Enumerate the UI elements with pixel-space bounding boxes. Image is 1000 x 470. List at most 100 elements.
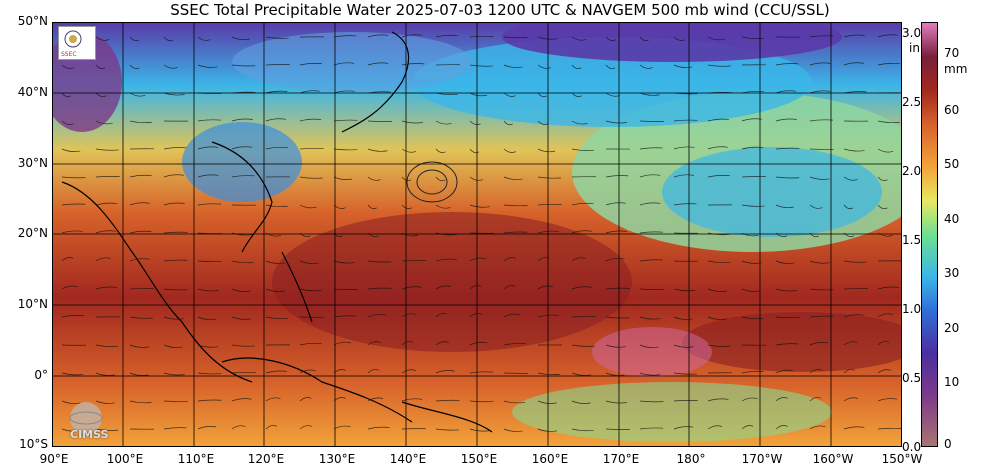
- cimss-logo: [58, 394, 128, 444]
- colorbar-in-tick: 0.5: [902, 371, 922, 385]
- wind-arrow: [503, 231, 528, 234]
- wind-arrow: [673, 92, 698, 95]
- wind-arrow: [129, 344, 150, 348]
- wind-arrow: [639, 92, 660, 96]
- wind-arrow: [741, 232, 759, 237]
- wind-arrow: [129, 92, 146, 97]
- wind-arrow: [197, 92, 222, 94]
- wind-arrow: [299, 90, 320, 94]
- wind-arrow: [163, 202, 185, 206]
- wind-arrow: [877, 369, 892, 374]
- wind-arrow: [843, 176, 858, 181]
- wind-arrow: [299, 62, 322, 66]
- wind-arrow: [877, 398, 898, 402]
- wind-arrow: [129, 288, 154, 290]
- wind-arrow: [843, 260, 867, 263]
- wind-arrow: [197, 146, 219, 150]
- wind-arrow: [605, 202, 626, 206]
- wind-arrow: [707, 175, 730, 178]
- wind-arrow: [95, 428, 119, 431]
- wind-arrow: [469, 400, 494, 403]
- wind-arrow: [367, 260, 392, 263]
- wind-arrow: [333, 176, 353, 180]
- wind-arrow: [843, 369, 856, 374]
- wind-arrow: [231, 398, 252, 402]
- wind-arrow: [61, 230, 83, 234]
- wind-arrow: [605, 175, 629, 178]
- wind-arrow: [605, 344, 626, 348]
- wind-arrow: [843, 341, 858, 346]
- wind-arrow: [639, 288, 664, 291]
- wind-arrow: [95, 202, 118, 206]
- wind-arrow: [503, 176, 523, 180]
- wind-arrow: [197, 316, 217, 320]
- wind-arrow: [231, 64, 256, 67]
- wind-arrow: [605, 287, 630, 290]
- colorbar-mm-tick: 40: [944, 212, 960, 226]
- wind-arrow: [469, 64, 493, 67]
- wind-arrow: [61, 120, 74, 125]
- wind-arrow: [503, 92, 516, 97]
- wind-arrow: [333, 148, 358, 151]
- lat-label: 50°N: [17, 14, 48, 28]
- wind-arrow: [877, 427, 902, 430]
- wind-arrow: [741, 397, 758, 402]
- lon-label: 160°W: [812, 452, 854, 466]
- wind-arrow: [95, 286, 117, 290]
- wind-arrow: [435, 148, 446, 153]
- wind-arrow: [639, 316, 661, 320]
- wind-arrow: [537, 203, 562, 206]
- wind-arrow: [367, 397, 384, 402]
- wind-arrow: [605, 92, 621, 97]
- wind-arrow: [809, 315, 834, 318]
- wind-arrow: [707, 64, 731, 67]
- wind-arrow: [503, 257, 517, 262]
- wind-arrow: [673, 316, 693, 320]
- wind-arrow: [571, 120, 588, 125]
- wind-arrow: [571, 64, 582, 70]
- wind-arrow: [605, 36, 617, 41]
- wind-arrow: [163, 316, 184, 320]
- wind-arrow: [775, 397, 788, 402]
- wind-arrow: [299, 425, 313, 430]
- wind-arrow: [775, 369, 793, 374]
- wind-arrow: [333, 204, 346, 209]
- wind-arrow: [367, 148, 388, 152]
- wind-arrow: [877, 204, 888, 210]
- wind-arrow: [707, 398, 729, 402]
- wind-arrow: [231, 175, 255, 178]
- wind-arrow: [231, 372, 256, 374]
- wind-arrow: [571, 36, 587, 41]
- lon-label: 130°E: [318, 452, 356, 466]
- wind-arrow: [605, 64, 616, 70]
- wind-arrow: [741, 288, 761, 292]
- lon-label: 150°E: [460, 452, 498, 466]
- wind-arrow: [707, 344, 731, 347]
- wind-arrow: [537, 428, 558, 432]
- lon-label: 160°E: [531, 452, 569, 466]
- colorbar-mm-tick: 10: [944, 375, 960, 389]
- wind-arrow: [503, 313, 521, 318]
- wind-arrow: [197, 232, 222, 234]
- wind-arrow: [537, 314, 560, 318]
- wind-arrow: [843, 148, 865, 152]
- wind-arrow: [605, 258, 625, 262]
- wind-arrow: [61, 257, 74, 262]
- wind-arrow: [367, 287, 392, 290]
- wind-arrow: [367, 34, 389, 38]
- colorbar-mm-unit: mm: [944, 62, 968, 76]
- wind-arrow: [707, 288, 727, 292]
- wind-arrow: [333, 119, 358, 122]
- wind-arrow: [333, 315, 357, 318]
- wind-arrow: [775, 425, 788, 430]
- ssec-seal-icon: SSEC: [61, 30, 82, 58]
- wind-arrow: [95, 372, 115, 376]
- wind-arrow: [537, 36, 558, 40]
- wind-arrow: [61, 92, 71, 98]
- wind-arrow: [129, 400, 152, 404]
- colorbar-in-tick: 2.5: [902, 95, 922, 109]
- wind-arrow: [265, 204, 288, 208]
- wind-arrow: [231, 146, 253, 150]
- wind-arrow: [401, 286, 422, 290]
- colorbar-mm-tick: 70: [944, 46, 960, 60]
